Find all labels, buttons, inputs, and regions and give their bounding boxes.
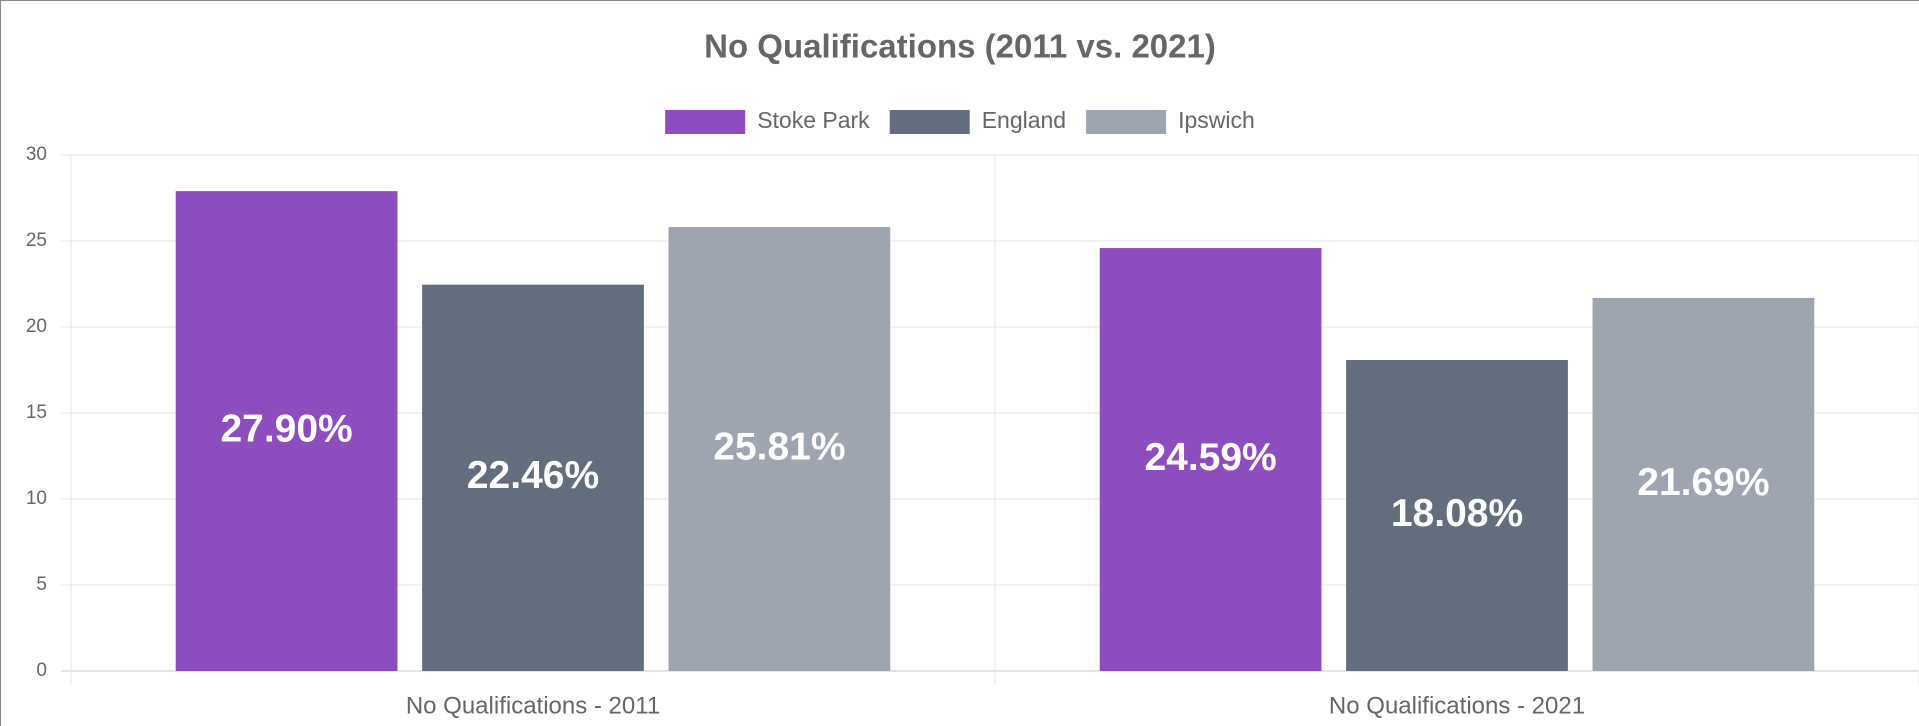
- y-tick-label: 10: [26, 488, 47, 509]
- data-label: 22.46%: [467, 454, 599, 497]
- data-label: 25.81%: [713, 425, 845, 468]
- legend-label: Stoke Park: [757, 107, 870, 133]
- legend-swatch: [665, 110, 746, 134]
- data-label: 21.69%: [1637, 461, 1769, 504]
- bar: [668, 227, 891, 671]
- x-tick-label: No Qualifications - 2021: [1329, 692, 1585, 719]
- bar: [175, 191, 398, 671]
- legend-label: England: [982, 107, 1066, 133]
- data-label: 24.59%: [1144, 436, 1276, 479]
- y-tick-label: 5: [36, 574, 47, 595]
- data-label: 27.90%: [220, 407, 352, 450]
- x-tick-label: No Qualifications - 2011: [406, 692, 660, 719]
- data-label: 18.08%: [1391, 492, 1523, 535]
- y-tick-label: 25: [26, 230, 47, 251]
- legend-label: Ipswich: [1178, 107, 1255, 133]
- bar: [1099, 248, 1322, 671]
- legend-swatch: [1086, 110, 1167, 134]
- bar: [1346, 360, 1568, 671]
- legend: Stoke Park England Ipswich: [665, 107, 1255, 134]
- y-tick-label: 15: [26, 402, 47, 423]
- y-tick-label: 30: [26, 144, 47, 165]
- legend-swatch: [889, 110, 970, 134]
- bar: [422, 284, 644, 671]
- y-tick-label: 20: [26, 316, 47, 337]
- y-tick-label: 0: [36, 660, 47, 681]
- chart-title: No Qualifications (2011 vs. 2021): [704, 28, 1216, 65]
- bar: [1592, 297, 1815, 671]
